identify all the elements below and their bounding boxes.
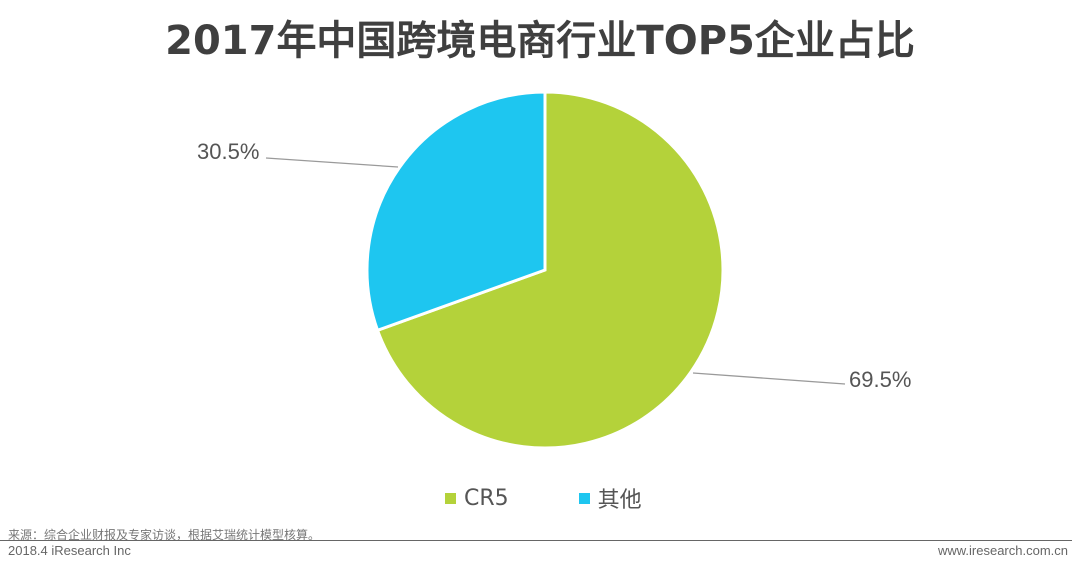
chart-title: 2017年中国跨境电商行业TOP5企业占比 xyxy=(165,18,915,64)
leader-line-other xyxy=(265,157,399,168)
footer-website: www.iresearch.com.cn xyxy=(937,543,1068,558)
source-note: 来源：综合企业财报及专家访谈，根据艾瑞统计模型核算。 xyxy=(8,528,321,542)
legend-label-other: 其他 xyxy=(597,488,642,513)
data-label-other: 30.5% xyxy=(197,139,260,164)
footer-divider xyxy=(0,540,1072,541)
legend-swatch-cr5 xyxy=(445,492,456,504)
legend: CR5 其他 xyxy=(445,482,712,514)
legend-swatch-other xyxy=(578,492,590,504)
legend-item-cr5: CR5 xyxy=(445,486,509,511)
data-label-cr5: 69.5% xyxy=(849,367,912,392)
pie-slice-other xyxy=(365,90,547,333)
legend-label-cr5: CR5 xyxy=(464,485,509,511)
pie-slice-cr5 xyxy=(375,90,725,450)
footer-copyright: 2018.4 iResearch Inc xyxy=(8,543,131,558)
legend-item-other: 其他 xyxy=(578,482,642,514)
leader-line-cr5 xyxy=(692,372,846,385)
